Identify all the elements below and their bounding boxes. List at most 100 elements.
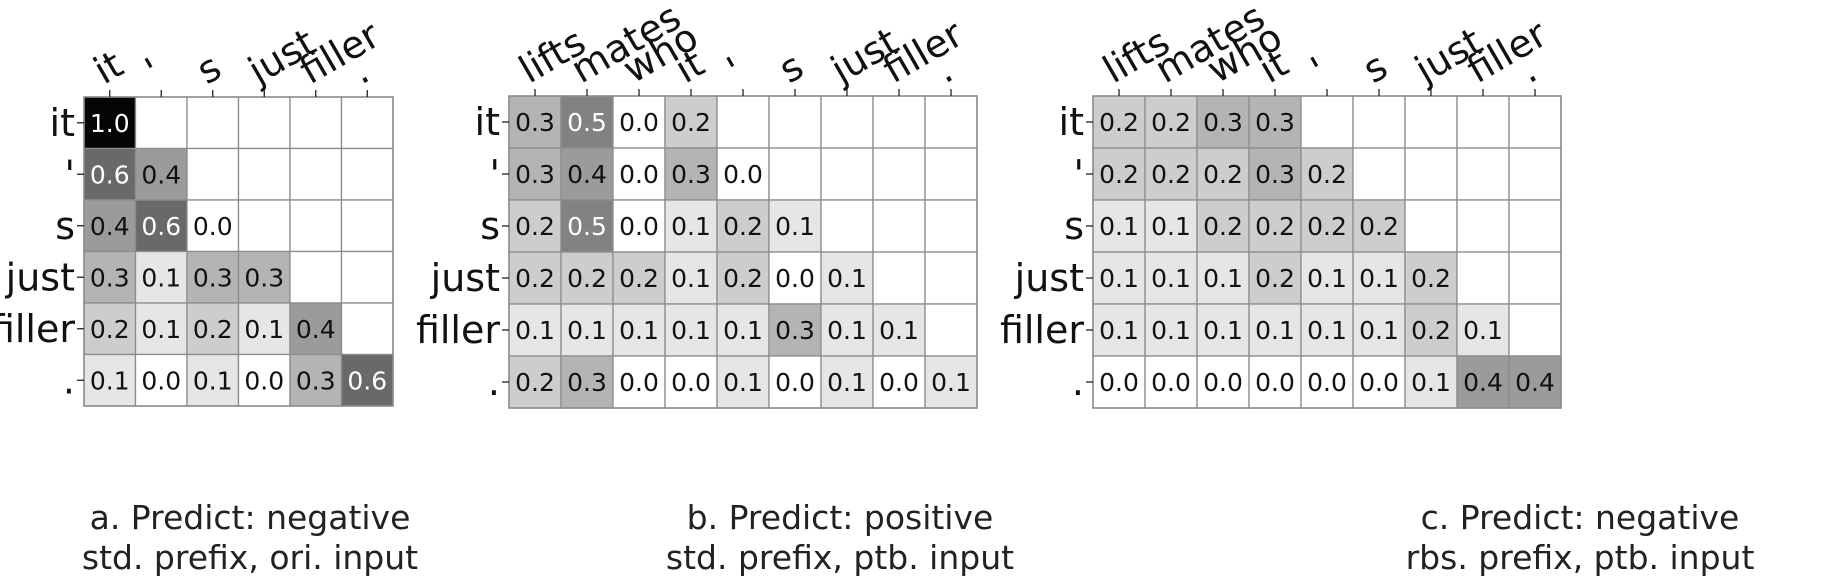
heatmap-cell-b-3-7 (872, 251, 926, 305)
heatmap-cell-c-2-8 (1508, 199, 1562, 253)
heatmap-cell-c-3-7 (1456, 251, 1510, 305)
cell-label-b-3-3: 0.1 (671, 264, 711, 293)
cell-label-c-3-3: 0.2 (1255, 264, 1295, 293)
cell-label-b-5-2: 0.0 (619, 368, 659, 397)
cell-label-a-3-2: 0.3 (193, 263, 233, 292)
heatmap-cell-c-0-5 (1352, 95, 1406, 149)
cell-label-c-1-3: 0.3 (1255, 160, 1295, 189)
cell-label-a-4-2: 0.2 (193, 315, 233, 344)
cell-label-c-2-3: 0.2 (1255, 212, 1295, 241)
heatmap-cell-a-3-2 (186, 250, 240, 304)
cell-label-b-2-3: 0.1 (671, 212, 711, 241)
y-tick-label-b-3: just (430, 256, 500, 300)
heatmap-cell-b-4-3 (664, 303, 718, 357)
heatmap-cell-b-1-5 (768, 147, 822, 201)
heatmap-cell-c-2-3 (1248, 199, 1302, 253)
cell-label-b-4-7: 0.1 (879, 316, 919, 345)
heatmap-cell-c-1-0 (1092, 147, 1146, 201)
cell-label-b-3-2: 0.2 (619, 264, 659, 293)
heatmap-cell-b-4-4 (716, 303, 770, 357)
cell-label-b-4-0: 0.1 (515, 316, 555, 345)
y-tick-label-a-3: just (5, 255, 75, 299)
cell-label-b-5-3: 0.0 (671, 368, 711, 397)
cell-label-b-3-1: 0.2 (567, 264, 607, 293)
heatmap-cell-c-1-8 (1508, 147, 1562, 201)
cell-label-c-0-1: 0.2 (1151, 108, 1191, 137)
heatmap-cell-b-3-8 (924, 251, 978, 305)
cell-label-b-1-2: 0.0 (619, 160, 659, 189)
cell-label-c-1-4: 0.2 (1307, 160, 1347, 189)
x-tick-label-c-5: s (1356, 44, 1395, 92)
y-tick-label-c-2: s (1064, 204, 1084, 248)
heatmap-cell-b-1-8 (924, 147, 978, 201)
heatmap-cell-b-2-4 (716, 199, 770, 253)
caption-b-line2: std. prefix, ptb. input (665, 538, 1015, 577)
cell-label-b-3-4: 0.2 (723, 264, 763, 293)
y-tick-label-c-0: it (1059, 100, 1084, 144)
caption-c-line2: rbs. prefix, ptb. input (1405, 538, 1755, 577)
cell-label-a-3-3: 0.3 (244, 263, 284, 292)
heatmap-cell-c-4-8 (1508, 303, 1562, 357)
cell-label-b-4-1: 0.1 (567, 316, 607, 345)
y-tick-label-c-1: ' (1074, 152, 1084, 196)
heatmap-cell-b-4-6 (820, 303, 874, 357)
caption-a-line1: a. Predict: negative (89, 498, 411, 537)
cell-label-b-1-4: 0.0 (723, 160, 763, 189)
cell-label-c-5-2: 0.0 (1203, 368, 1243, 397)
y-tick-label-b-0: it (475, 100, 500, 144)
cell-label-a-4-1: 0.1 (141, 315, 181, 344)
cell-label-c-3-4: 0.1 (1307, 264, 1347, 293)
heatmap-cell-b-5-3 (664, 355, 718, 409)
heatmap-cell-c-1-7 (1456, 147, 1510, 201)
cell-label-b-5-0: 0.2 (515, 368, 555, 397)
cell-label-c-3-1: 0.1 (1151, 264, 1191, 293)
heatmap-cell-c-3-6 (1404, 251, 1458, 305)
heatmap-cell-c-5-6 (1404, 355, 1458, 409)
heatmap-cell-b-5-5 (768, 355, 822, 409)
cell-label-b-2-4: 0.2 (723, 212, 763, 241)
cell-label-b-4-2: 0.1 (619, 316, 659, 345)
y-tick-label-c-4: filler (1000, 308, 1084, 352)
cell-label-c-2-4: 0.2 (1307, 212, 1347, 241)
y-tick-label-c-3: just (1014, 256, 1084, 300)
y-tick-label-a-0: it (50, 101, 75, 145)
y-tick-label-a-4: filler (0, 307, 75, 351)
heatmap-cell-c-0-6 (1404, 95, 1458, 149)
heatmap-cell-b-3-4 (716, 251, 770, 305)
caption-panel-a: a. Predict: negative std. prefix, ori. i… (30, 498, 470, 578)
heatmap-cell-a-5-4 (289, 353, 343, 407)
cell-label-b-3-5: 0.0 (775, 264, 815, 293)
heatmap-cell-a-3-5 (340, 250, 394, 304)
heatmap-cell-c-4-0 (1092, 303, 1146, 357)
cell-label-c-4-0: 0.1 (1099, 316, 1139, 345)
heatmap-cell-b-4-1 (560, 303, 614, 357)
heatmap-cell-c-2-6 (1404, 199, 1458, 253)
heatmap-cell-b-2-6 (820, 199, 874, 253)
cell-label-c-0-3: 0.3 (1255, 108, 1295, 137)
cell-label-b-5-1: 0.3 (567, 368, 607, 397)
cell-label-c-2-1: 0.1 (1151, 212, 1191, 241)
heatmap-cell-c-3-5 (1352, 251, 1406, 305)
heatmap-cell-c-0-8 (1508, 95, 1562, 149)
cell-label-b-2-2: 0.0 (619, 212, 659, 241)
cell-label-c-4-5: 0.1 (1359, 316, 1399, 345)
caption-panel-b: b. Predict: positive std. prefix, ptb. i… (590, 498, 1090, 578)
heatmap-cell-a-2-4 (289, 199, 343, 253)
heatmap-cell-b-0-7 (872, 95, 926, 149)
cell-label-b-0-0: 0.3 (515, 108, 555, 137)
cell-label-b-3-0: 0.2 (515, 264, 555, 293)
cell-label-b-1-0: 0.3 (515, 160, 555, 189)
heatmap-cell-a-0-5 (340, 96, 394, 150)
heatmap-cell-c-3-4 (1300, 251, 1354, 305)
y-tick-label-b-1: ' (490, 152, 500, 196)
cell-label-c-4-6: 0.2 (1411, 316, 1451, 345)
cell-label-a-2-1: 0.6 (141, 212, 181, 241)
cell-label-a-5-4: 0.3 (296, 366, 336, 395)
cell-label-b-4-5: 0.3 (775, 316, 815, 345)
heatmap-cell-c-3-2 (1196, 251, 1250, 305)
caption-c-line1: c. Predict: negative (1420, 498, 1740, 537)
cell-label-a-5-2: 0.1 (193, 366, 233, 395)
cell-label-c-3-6: 0.2 (1411, 264, 1451, 293)
cell-label-b-3-6: 0.1 (827, 264, 867, 293)
